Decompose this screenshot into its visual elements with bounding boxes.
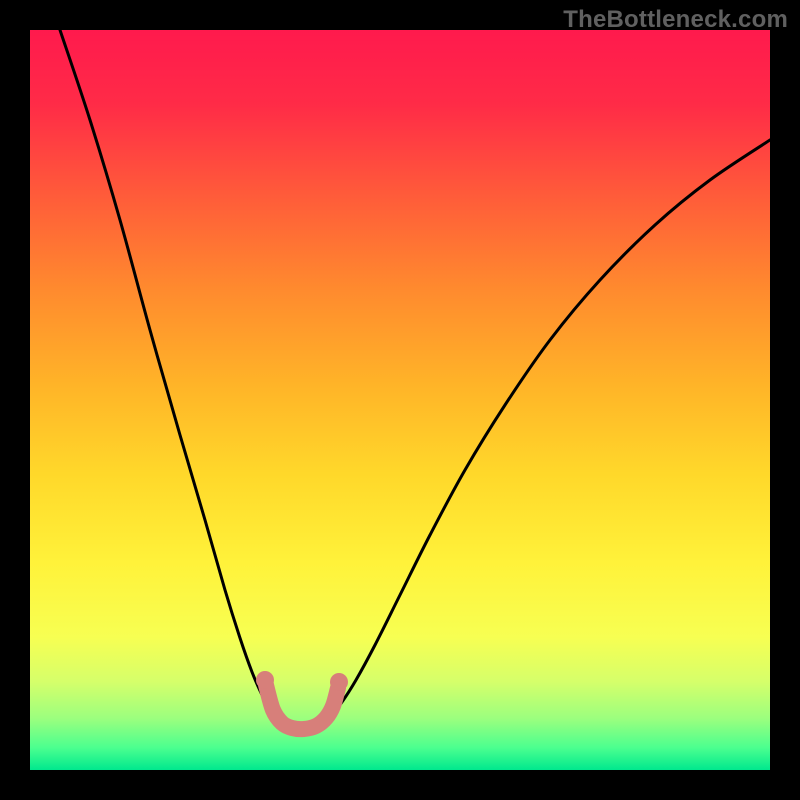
chart-root: TheBottleneck.com	[0, 0, 800, 800]
highlight-dot-left	[256, 671, 274, 689]
bottleneck-curve	[60, 30, 770, 727]
highlight-dot-right	[330, 673, 348, 691]
highlight-u-marker	[266, 685, 338, 729]
plot-area	[30, 30, 770, 770]
watermark-text: TheBottleneck.com	[563, 6, 788, 34]
chart-svg	[30, 30, 770, 770]
